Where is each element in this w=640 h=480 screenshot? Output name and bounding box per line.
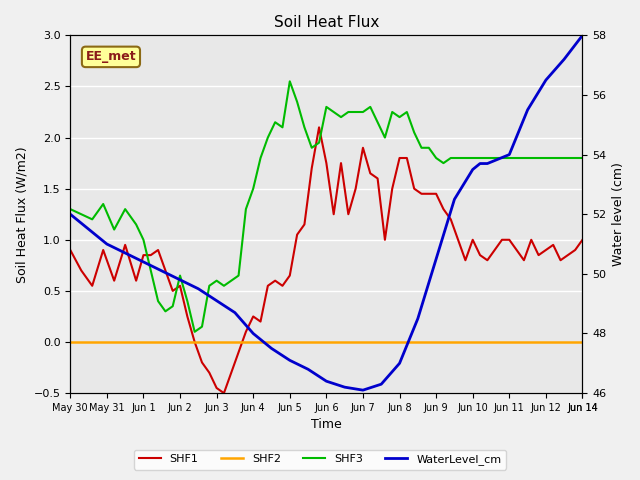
- WaterLevel_cm: [140, 259, 147, 265]
- WaterLevel_cm: [476, 161, 484, 167]
- Legend: SHF1, SHF2, SHF3, WaterLevel_cm: SHF1, SHF2, SHF3, WaterLevel_cm: [134, 450, 506, 469]
- SHF1: [579, 237, 586, 243]
- WaterLevel_cm: [195, 286, 202, 292]
- SHF3: [67, 206, 74, 212]
- Y-axis label: Soil Heat Flux (W/m2): Soil Heat Flux (W/m2): [15, 146, 28, 283]
- WaterLevel_cm: [103, 241, 111, 247]
- WaterLevel_cm: [524, 107, 531, 113]
- WaterLevel_cm: [561, 56, 568, 62]
- WaterLevel_cm: [323, 378, 330, 384]
- SHF3: [535, 155, 543, 161]
- WaterLevel_cm: [469, 167, 477, 172]
- WaterLevel_cm: [359, 387, 367, 393]
- WaterLevel_cm: [231, 310, 239, 315]
- Text: EE_met: EE_met: [86, 50, 136, 63]
- WaterLevel_cm: [483, 161, 491, 167]
- SHF1: [454, 237, 462, 243]
- SHF3: [549, 155, 557, 161]
- SHF1: [549, 242, 557, 248]
- WaterLevel_cm: [378, 381, 385, 387]
- SHF1: [491, 247, 499, 253]
- SHF3: [579, 155, 586, 161]
- WaterLevel_cm: [341, 384, 349, 390]
- WaterLevel_cm: [304, 366, 312, 372]
- WaterLevel_cm: [122, 250, 129, 256]
- WaterLevel_cm: [579, 33, 586, 38]
- Line: WaterLevel_cm: WaterLevel_cm: [70, 36, 582, 390]
- SHF3: [191, 329, 198, 335]
- WaterLevel_cm: [176, 277, 184, 283]
- SHF1: [316, 124, 323, 130]
- WaterLevel_cm: [498, 155, 506, 160]
- WaterLevel_cm: [542, 77, 550, 83]
- WaterLevel_cm: [414, 316, 422, 322]
- SHF1: [67, 247, 74, 253]
- Title: Soil Heat Flux: Soil Heat Flux: [274, 15, 379, 30]
- WaterLevel_cm: [506, 152, 513, 157]
- WaterLevel_cm: [67, 211, 74, 217]
- SHF1: [432, 191, 440, 197]
- SHF1: [542, 247, 550, 253]
- SHF3: [491, 155, 499, 161]
- SHF3: [454, 155, 462, 161]
- SHF3: [542, 155, 550, 161]
- SHF3: [432, 155, 440, 161]
- WaterLevel_cm: [250, 331, 257, 336]
- Line: SHF3: SHF3: [70, 81, 582, 332]
- WaterLevel_cm: [396, 360, 403, 366]
- WaterLevel_cm: [491, 157, 499, 163]
- WaterLevel_cm: [212, 298, 220, 303]
- Line: SHF1: SHF1: [70, 127, 582, 393]
- WaterLevel_cm: [451, 196, 458, 202]
- X-axis label: Time: Time: [311, 419, 342, 432]
- SHF1: [220, 390, 228, 396]
- Y-axis label: Water level (cm): Water level (cm): [612, 162, 625, 266]
- WaterLevel_cm: [432, 256, 440, 262]
- WaterLevel_cm: [158, 268, 166, 274]
- SHF3: [286, 78, 294, 84]
- WaterLevel_cm: [268, 346, 275, 351]
- WaterLevel_cm: [286, 358, 294, 363]
- SHF1: [535, 252, 543, 258]
- WaterLevel_cm: [84, 226, 92, 232]
